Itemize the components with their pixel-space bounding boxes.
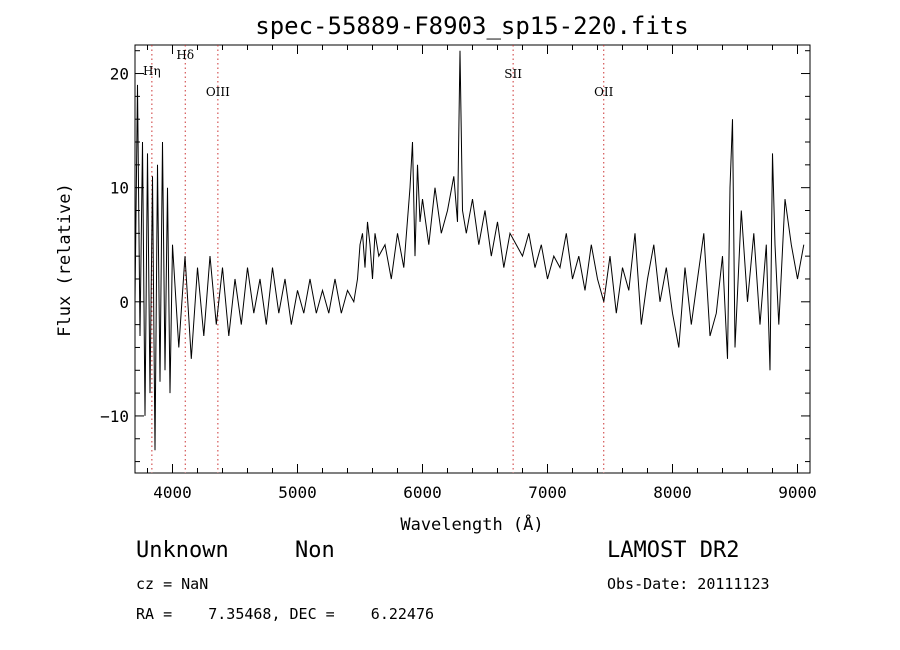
y-tick-label: 0: [119, 293, 129, 312]
spectrum-series: [134, 50, 805, 451]
spectrum-line: [134, 50, 805, 451]
x-tick-label: 6000: [403, 483, 442, 502]
axes: 4000 5000 6000 7000 8000 9000 −10 0 10 20: [100, 44, 817, 502]
chart-title: spec-55889-F8903_sp15-220.fits: [255, 12, 688, 40]
x-tick-label: 4000: [153, 483, 192, 502]
x-tick-label: 9000: [778, 483, 817, 502]
y-tick-label: 10: [110, 179, 129, 198]
line-marker-label: OII: [594, 85, 614, 99]
line-marker-label: SII: [504, 67, 522, 81]
y-tick-label: 20: [110, 65, 129, 84]
x-tick-label: 5000: [278, 483, 317, 502]
line-marker-label: OIII: [206, 85, 230, 99]
object-class: Unknown: [136, 538, 229, 563]
y-tick-label: −10: [100, 407, 129, 426]
observation-date: Obs-Date: 20111123: [607, 575, 770, 593]
x-tick-label: 7000: [528, 483, 567, 502]
plot-frame: [134, 44, 811, 474]
x-tick-label: 8000: [653, 483, 692, 502]
redshift-value: cz = NaN: [136, 575, 209, 593]
line-marker-label: Hη: [143, 64, 161, 78]
line-marker-label: Hδ: [176, 48, 194, 62]
emission-line-markers: Hη Hδ OIII SII OII: [143, 45, 614, 473]
y-axis-label: Flux (relative): [55, 183, 75, 337]
x-axis-label: Wavelength (Å): [400, 513, 543, 535]
coordinates: RA = 7.35468, DEC = 6.22476: [136, 605, 435, 623]
survey-name: LAMOST DR2: [607, 538, 740, 563]
object-subclass: Non: [295, 538, 335, 563]
